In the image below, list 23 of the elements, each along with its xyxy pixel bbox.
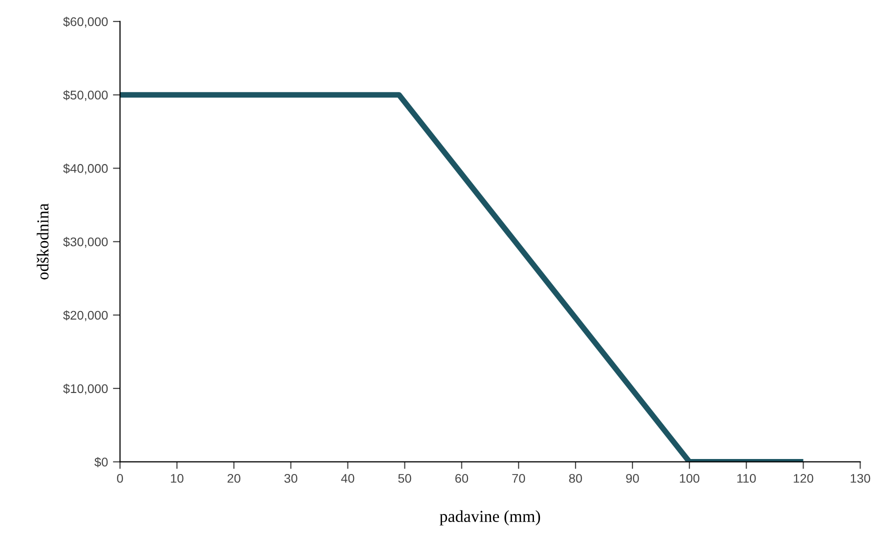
x-tick-label: 0 xyxy=(117,474,123,483)
y-tick-label: $40,000 xyxy=(63,164,108,174)
y-tick-label: $10,000 xyxy=(63,384,108,395)
x-tick-label: 120 xyxy=(794,474,814,483)
x-tick-label: 70 xyxy=(512,474,526,483)
x-tick-label: 80 xyxy=(569,474,582,483)
y-tick-label: $50,000 xyxy=(63,90,108,101)
x-tick-label: 40 xyxy=(341,474,354,483)
x-tick-label: 60 xyxy=(455,474,468,483)
y-axis-title: odškodnina xyxy=(36,203,49,280)
y-tick-label: $60,000 xyxy=(63,16,108,28)
x-tick-label: 50 xyxy=(398,474,412,483)
x-tick-label: 10 xyxy=(170,474,184,483)
x-tick-label: 90 xyxy=(626,474,639,483)
y-tick-label: $30,000 xyxy=(63,236,108,248)
y-tick-label: $20,000 xyxy=(63,310,108,322)
x-tick-label: 30 xyxy=(284,474,298,483)
y-tick-label: $0 xyxy=(94,457,108,468)
x-tick-label: 110 xyxy=(737,474,756,483)
x-tick-label: 20 xyxy=(228,474,240,483)
x-tick-label: 130 xyxy=(850,474,870,483)
x-tick-label: 100 xyxy=(680,474,700,483)
x-axis-title: padavine (mm) xyxy=(440,510,540,526)
